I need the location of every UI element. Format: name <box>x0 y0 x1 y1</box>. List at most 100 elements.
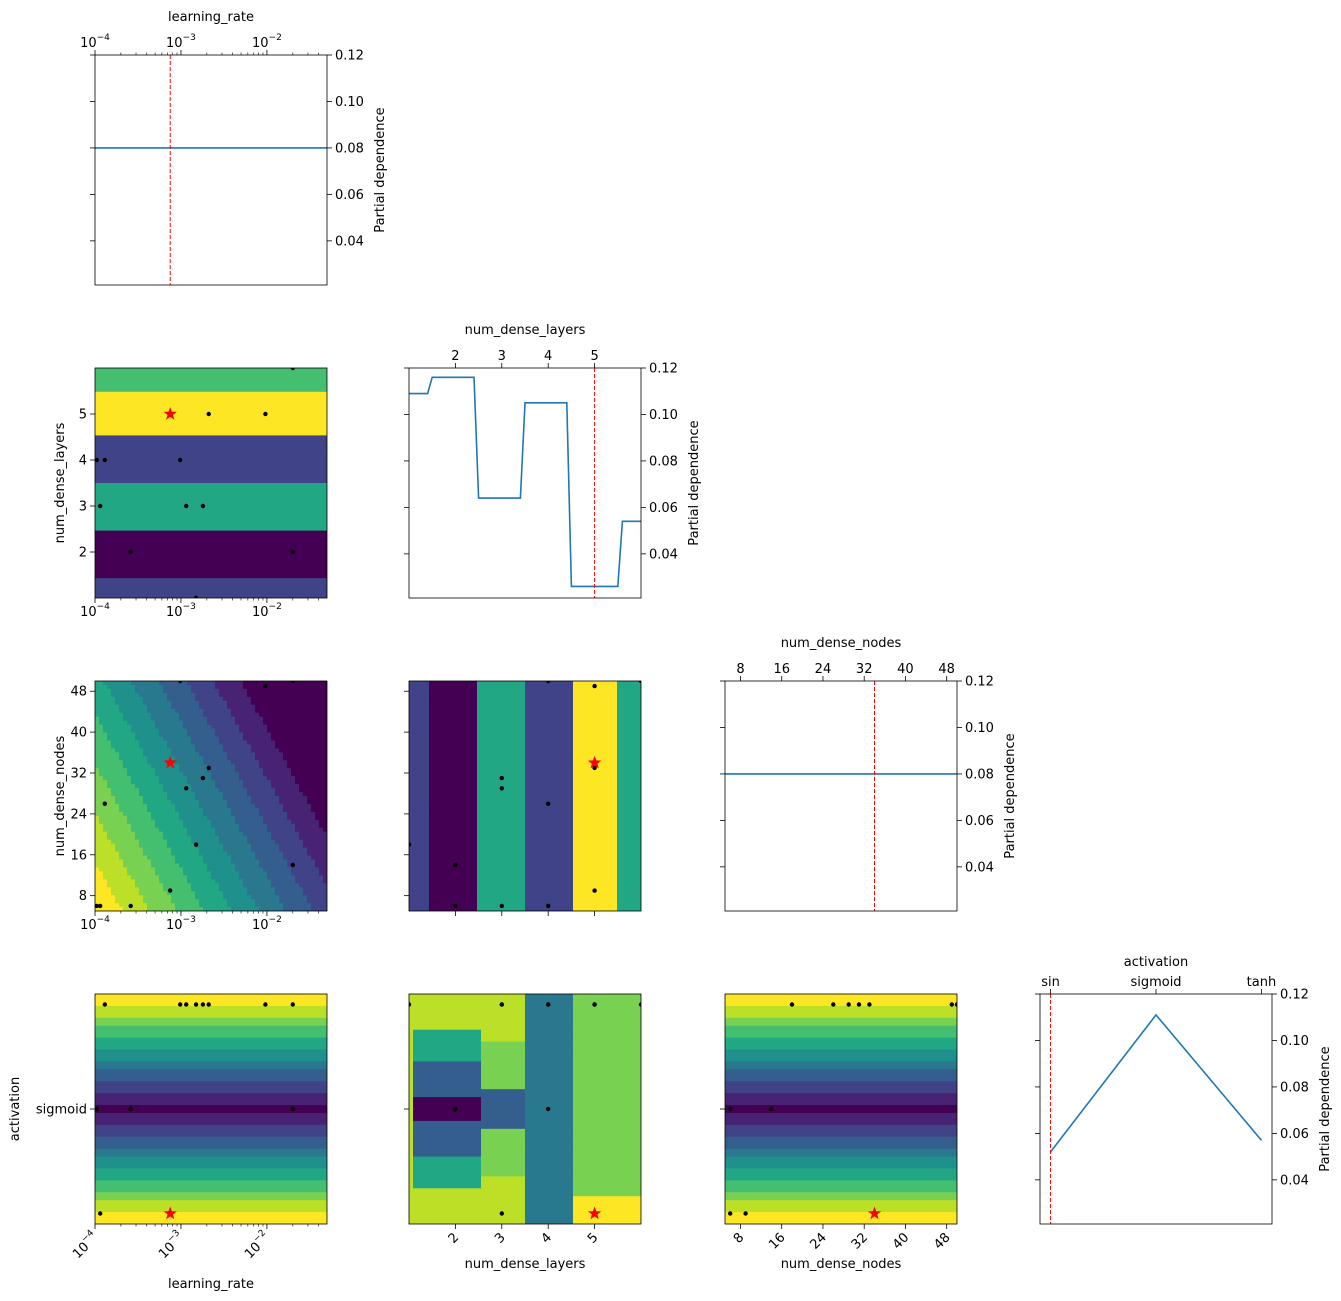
contour-cell <box>111 843 116 849</box>
contour-cell <box>127 534 132 540</box>
contour-cell <box>223 526 228 532</box>
contour-cell <box>183 518 188 524</box>
contour-cell <box>163 423 168 429</box>
contour-cell <box>171 712 176 718</box>
contour-cell <box>195 514 200 520</box>
contour-cell <box>191 514 196 520</box>
contour-cell <box>115 744 120 750</box>
contour-cell <box>323 506 327 512</box>
contour-cell <box>311 526 316 532</box>
contour-cell <box>159 863 164 868</box>
contour-cell <box>311 486 316 492</box>
contour-cell <box>279 538 284 544</box>
contour-cell <box>207 383 212 389</box>
contour-cell <box>99 399 104 405</box>
contour-cell <box>219 443 224 448</box>
contour-cell <box>191 740 196 746</box>
contour-cell <box>95 696 100 702</box>
contour-cell <box>175 788 180 793</box>
contour-cell <box>191 463 196 468</box>
contour-cell <box>263 431 268 437</box>
contour-cell <box>319 483 324 488</box>
contour-cell <box>107 700 112 706</box>
contour-cell <box>95 594 100 598</box>
contour-cell <box>195 562 200 567</box>
contour-cell <box>123 498 128 504</box>
contour-cell <box>315 387 320 393</box>
contour-cell <box>223 368 228 373</box>
contour-cell <box>303 546 308 552</box>
contour-cell <box>203 368 208 373</box>
contour-cell <box>215 558 220 563</box>
contour-cell <box>259 486 264 492</box>
contour-cell <box>131 736 136 742</box>
contour-cell <box>103 692 108 698</box>
contour-cell <box>211 582 216 587</box>
contour-cell <box>247 538 252 544</box>
contour-cell <box>107 459 112 464</box>
contour-cell <box>127 498 132 504</box>
contour-cell <box>179 451 184 456</box>
contour-cell <box>111 803 116 809</box>
contour-cell <box>271 395 276 401</box>
contour-cell <box>171 586 176 591</box>
contour-cell <box>107 736 112 742</box>
contour-cell <box>315 463 320 468</box>
contour-cell <box>255 415 260 421</box>
contour-cell <box>191 681 196 686</box>
contour-cell <box>143 732 148 738</box>
contour-cell <box>159 692 164 698</box>
contour-cell <box>179 903 184 908</box>
contour-cell <box>127 435 132 440</box>
contour-cell <box>319 439 324 444</box>
contour-cell <box>187 847 192 853</box>
contour-cell <box>251 391 256 397</box>
contour-cell <box>131 379 136 385</box>
contour-cell <box>195 582 200 587</box>
contour-cell <box>215 455 220 460</box>
contour-cell <box>127 518 132 524</box>
contour-cell <box>215 586 220 591</box>
contour-cell <box>311 459 316 464</box>
contour-cell <box>151 776 156 781</box>
contour-cell <box>147 835 152 841</box>
contour-cell <box>223 387 228 393</box>
contour-cell <box>203 435 208 440</box>
contour-cell <box>227 455 232 460</box>
contour-cell <box>275 498 280 504</box>
contour-cell <box>183 831 188 837</box>
contour-cell <box>171 875 176 880</box>
contour-cell <box>211 550 216 555</box>
contour-cell <box>99 550 104 555</box>
contour-cell <box>255 399 260 405</box>
contour-cell <box>195 684 200 690</box>
contour-cell <box>99 760 104 765</box>
contour-cell <box>131 471 136 476</box>
contour-cell <box>183 574 188 579</box>
contour-cell <box>167 534 172 540</box>
contour-cell <box>159 459 164 464</box>
contour-cell <box>175 839 180 845</box>
contour-cell <box>199 447 204 452</box>
contour-cell <box>195 479 200 484</box>
contour-cell <box>255 391 260 397</box>
contour-cell <box>131 395 136 401</box>
contour-cell <box>235 574 240 579</box>
contour-cell <box>159 776 164 781</box>
contour-cell <box>163 684 168 690</box>
contour-cell <box>159 903 164 908</box>
contour-cell <box>107 566 112 571</box>
contour-cell <box>119 459 124 464</box>
contour-cell <box>211 387 216 393</box>
contour-cell <box>223 403 228 409</box>
contour-cell <box>167 431 172 437</box>
contour-cell <box>99 855 104 861</box>
contour-cell <box>243 383 248 389</box>
tick-label-base: 3 <box>498 349 506 364</box>
contour-cell <box>239 467 244 472</box>
contour-cell <box>143 375 148 381</box>
contour-cell <box>155 688 160 694</box>
contour-cell <box>151 403 156 409</box>
contour-cell <box>151 502 156 508</box>
contour-cell <box>143 776 148 781</box>
